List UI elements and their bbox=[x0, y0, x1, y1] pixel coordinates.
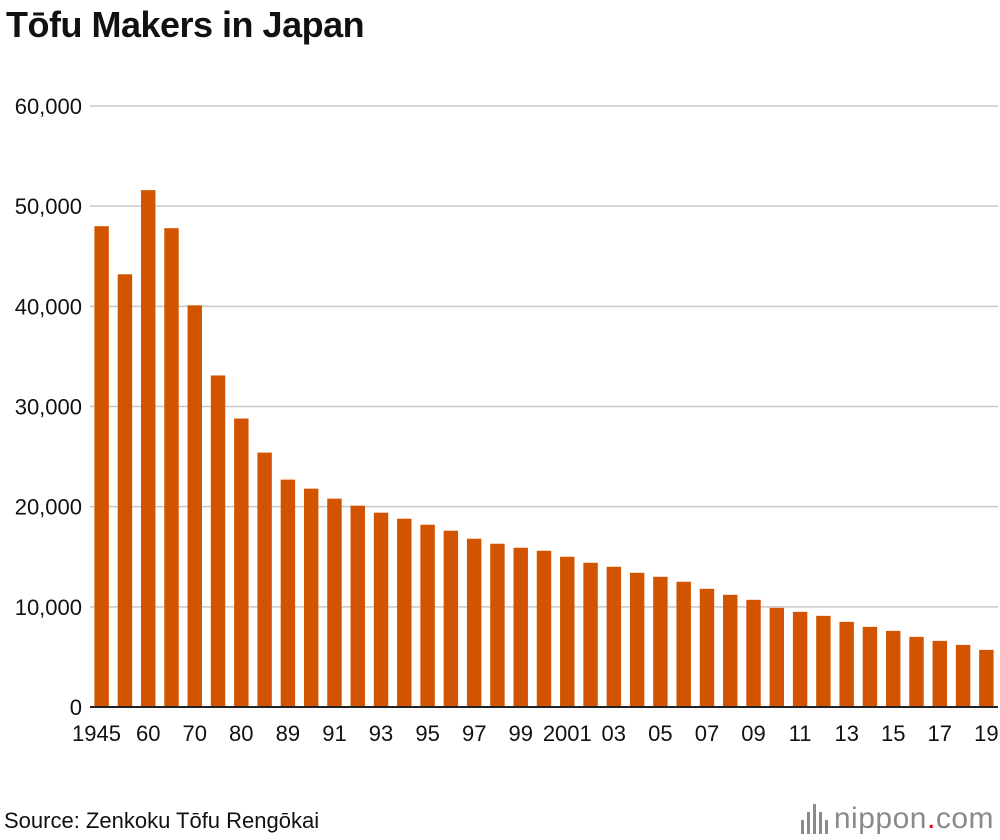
nippon-logo-text: nippon.com bbox=[833, 802, 994, 835]
y-tick-label: 0 bbox=[70, 695, 82, 720]
bar-16 bbox=[909, 636, 924, 707]
bar-08 bbox=[723, 594, 738, 707]
x-tick-label: 13 bbox=[834, 721, 858, 746]
bar-55 bbox=[117, 274, 133, 707]
bar-80 bbox=[234, 418, 249, 707]
bar-96 bbox=[443, 530, 459, 707]
x-axis-ticks: 1945 60 70 80 89 91 93 95 97 99 2001 03 05 07 09 11 13 15… bbox=[72, 721, 999, 746]
bar-15 bbox=[886, 630, 901, 707]
x-tick-label: 97 bbox=[462, 721, 486, 746]
x-tick-label: 07 bbox=[695, 721, 719, 746]
source-note: Source: Zenkoku Tōfu Rengōkai bbox=[4, 808, 320, 833]
bar-19 bbox=[979, 649, 994, 707]
y-tick-label: 40,000 bbox=[15, 294, 82, 319]
x-tick-label: 91 bbox=[322, 721, 346, 746]
x-tick-label: 03 bbox=[602, 721, 626, 746]
bar-chart: 0 10,000 20,000 30,000 40,000 50,000 60,000 19… bbox=[15, 94, 999, 746]
x-tick-label: 05 bbox=[648, 721, 672, 746]
bar-09 bbox=[746, 599, 761, 707]
bar-60 bbox=[140, 190, 156, 707]
bar-14 bbox=[862, 626, 878, 707]
x-tick-label: 60 bbox=[136, 721, 160, 746]
gridlines bbox=[90, 105, 998, 608]
x-tick-label: 95 bbox=[415, 721, 439, 746]
bar-07 bbox=[699, 588, 715, 707]
bar-65 bbox=[164, 228, 179, 707]
bar-93 bbox=[373, 512, 389, 707]
bar-17 bbox=[932, 640, 948, 707]
x-tick-label: 99 bbox=[508, 721, 532, 746]
x-tick-label: 93 bbox=[369, 721, 393, 746]
bar-1945 bbox=[94, 226, 109, 707]
bar-11 bbox=[792, 611, 808, 707]
x-tick-label: 09 bbox=[741, 721, 765, 746]
bar-75 bbox=[210, 375, 226, 707]
x-tick-label: 1945 bbox=[72, 721, 121, 746]
bar-01 bbox=[560, 556, 575, 707]
bar-70 bbox=[187, 305, 202, 707]
bar-98 bbox=[490, 543, 505, 707]
x-tick-label: 11 bbox=[789, 721, 812, 746]
y-tick-label: 20,000 bbox=[15, 495, 82, 520]
chart-title: Tōfu Makers in Japan bbox=[6, 4, 365, 45]
bar-89 bbox=[280, 479, 296, 707]
bar-03 bbox=[606, 566, 622, 707]
bar-85 bbox=[257, 452, 272, 707]
bar-91 bbox=[327, 498, 342, 707]
bar-04 bbox=[629, 572, 645, 707]
bar-05 bbox=[653, 576, 668, 707]
bar-2000 bbox=[536, 550, 552, 707]
bar-18 bbox=[955, 644, 971, 707]
y-tick-label: 50,000 bbox=[15, 194, 82, 219]
x-tick-label: 2001 bbox=[543, 721, 592, 746]
bar-12 bbox=[816, 615, 831, 707]
y-tick-label: 30,000 bbox=[15, 395, 82, 420]
bar-92 bbox=[350, 505, 365, 707]
nippon-logo-mark-icon bbox=[800, 804, 828, 834]
bar-94 bbox=[397, 518, 412, 707]
x-tick-label: 80 bbox=[229, 721, 253, 746]
x-tick-label: 70 bbox=[183, 721, 207, 746]
nippon-logo[interactable]: nippon.com bbox=[800, 802, 994, 836]
x-tick-label: 19 bbox=[974, 721, 998, 746]
y-tick-label: 60,000 bbox=[15, 94, 82, 119]
y-axis-ticks: 0 10,000 20,000 30,000 40,000 50,000 60,000 bbox=[15, 94, 82, 720]
bar-90 bbox=[303, 488, 319, 707]
bar-13 bbox=[839, 621, 854, 707]
bar-06 bbox=[676, 581, 691, 707]
x-tick-label: 89 bbox=[276, 721, 300, 746]
bars bbox=[94, 190, 994, 707]
bar-95 bbox=[420, 524, 435, 707]
bar-02 bbox=[583, 562, 598, 707]
x-tick-label: 15 bbox=[881, 721, 905, 746]
bar-97 bbox=[466, 538, 482, 707]
bar-10 bbox=[769, 607, 785, 707]
x-tick-label: 17 bbox=[928, 721, 952, 746]
bar-99 bbox=[513, 547, 528, 707]
y-tick-label: 10,000 bbox=[15, 595, 82, 620]
